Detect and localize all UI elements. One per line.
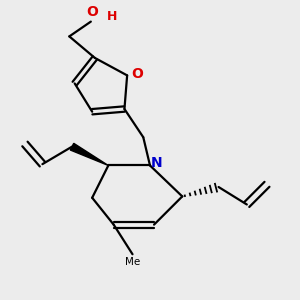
Text: N: N (151, 156, 163, 170)
Text: O: O (86, 5, 98, 19)
Text: O: O (131, 67, 143, 81)
Text: Me: Me (125, 257, 140, 267)
Text: H: H (107, 10, 117, 23)
Polygon shape (70, 143, 108, 166)
